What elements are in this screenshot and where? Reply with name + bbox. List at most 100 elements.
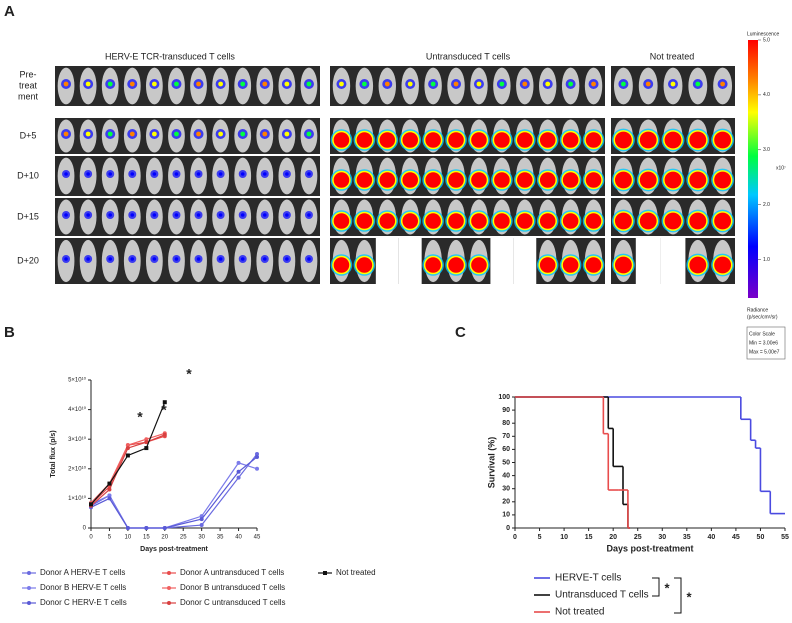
signal — [379, 172, 396, 188]
x-tick-label: 5 — [108, 535, 112, 541]
color-scale-unit: Radiance — [747, 307, 768, 313]
signal — [333, 172, 350, 188]
image-strip — [330, 118, 605, 154]
x-tick-label: 0 — [513, 534, 517, 541]
signal — [614, 131, 632, 149]
significance: * — [186, 366, 192, 382]
signal — [670, 81, 676, 87]
signal — [714, 131, 732, 149]
signal — [645, 81, 651, 87]
x-tick-label: 5 — [538, 534, 542, 541]
y-tick-label: 10 — [502, 512, 510, 519]
y-tick-label: 30 — [502, 486, 510, 493]
group-title: Untransduced T cells — [426, 51, 511, 61]
signal — [499, 81, 505, 87]
y-tick-label: 60 — [502, 446, 510, 453]
signal — [130, 257, 135, 261]
signal — [333, 132, 350, 148]
signal — [85, 81, 91, 87]
bracket — [652, 577, 660, 597]
signal — [639, 171, 657, 189]
signal — [129, 81, 135, 87]
signal — [585, 213, 602, 229]
signal — [152, 172, 157, 176]
x-tick-label: 10 — [560, 534, 568, 541]
signal — [664, 212, 682, 230]
signal — [614, 212, 632, 230]
marker — [199, 523, 204, 528]
signal — [356, 257, 373, 273]
signal — [539, 213, 556, 229]
signal — [240, 257, 245, 261]
legend-label: Donor A untransduced T cells — [180, 568, 284, 577]
signal — [425, 132, 441, 148]
color-scale-multiplier: x10⁷ — [776, 165, 786, 171]
signal — [151, 131, 157, 137]
signal — [130, 213, 135, 217]
signal — [85, 131, 91, 137]
signal — [108, 213, 113, 217]
signal — [471, 132, 487, 148]
series-line — [90, 401, 166, 505]
signal — [356, 132, 373, 148]
signal — [384, 81, 390, 87]
signal — [129, 131, 135, 137]
signal — [639, 212, 657, 230]
x-tick-label: 20 — [609, 534, 617, 541]
signal — [218, 81, 224, 87]
signal — [307, 213, 311, 217]
signal — [402, 132, 419, 148]
signal — [522, 81, 528, 87]
signal — [591, 81, 596, 87]
x-tick-label: 55 — [781, 534, 789, 541]
signal — [453, 81, 459, 87]
signal — [174, 172, 179, 176]
signal — [614, 256, 632, 274]
signal — [218, 257, 223, 261]
signal — [174, 131, 179, 137]
signal — [108, 172, 113, 176]
color-scale-unit: (p/sec/cm²/sr) — [747, 314, 778, 320]
x-tick-label: 25 — [180, 535, 187, 541]
y-tick-label: 0 — [83, 526, 87, 532]
signal — [689, 212, 707, 230]
panel-label: A — [4, 3, 15, 20]
image-strip — [55, 198, 320, 236]
empty-slot — [635, 238, 661, 284]
image-strip — [330, 198, 605, 236]
signal — [86, 213, 90, 217]
signal — [64, 213, 68, 217]
signal — [689, 171, 707, 189]
signal — [333, 213, 350, 229]
signal — [695, 81, 701, 87]
color-tick-label: 5.0 — [763, 37, 770, 43]
x-tick-label: 25 — [634, 534, 642, 541]
signal — [448, 172, 464, 188]
signal — [240, 81, 246, 87]
color-scale-title: Luminescence — [747, 31, 779, 37]
marker — [236, 475, 241, 480]
signal — [448, 132, 464, 148]
signal — [471, 172, 487, 188]
y-axis-label: Survival (%) — [486, 437, 496, 489]
marker — [144, 446, 149, 451]
signal — [262, 172, 267, 176]
signal — [151, 81, 157, 87]
legend-swatch — [27, 601, 31, 605]
signal — [471, 213, 487, 229]
signal — [425, 172, 441, 188]
signal — [196, 257, 201, 261]
panel-a: A HERV-E TCR-transduced T cells Untransd… — [4, 3, 786, 360]
y-tick-label: 50 — [502, 459, 510, 466]
bracket — [674, 577, 682, 614]
signal — [174, 81, 179, 87]
signal — [471, 257, 487, 273]
signal — [621, 81, 626, 87]
signal — [218, 172, 223, 176]
signal — [517, 213, 533, 229]
marker — [107, 487, 112, 492]
signal — [218, 131, 224, 137]
signal — [285, 213, 289, 217]
signal — [64, 257, 68, 261]
marker — [89, 502, 93, 507]
